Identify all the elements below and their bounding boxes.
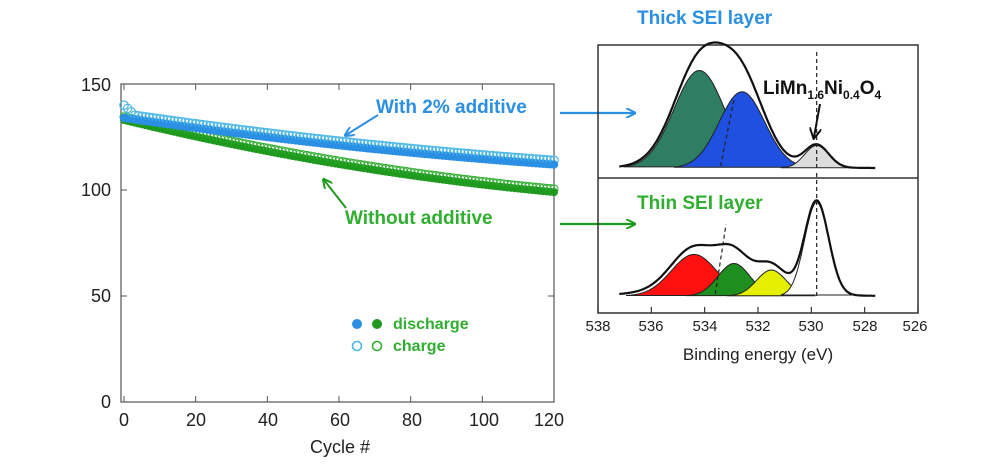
xps-x-axis-label: Binding energy (eV) [683,345,833,364]
legend-discharge-blue-marker [352,319,362,329]
thin-sei-title: Thin SEI layer [637,193,763,214]
y-tick-label: 100 [81,180,111,200]
legend-charge-blue-marker [351,340,363,352]
xps-guide-line [720,99,735,167]
compound-label: LiMn1.6Ni0.4O4 [763,78,881,102]
discharge-point-with [549,160,559,169]
cycling-plot: 0 50 100 150 0 20 40 60 80 100 120 Cycle… [81,75,564,457]
charge-point-with [122,103,133,114]
xps-x-tick-label: 530 [798,318,823,335]
with-additive-label: With 2% additive [376,97,527,118]
xps-bottom-spectrum [619,172,876,297]
x-tick-label: 20 [186,410,206,430]
cycling-data-points [119,100,559,197]
xps-x-tick-label: 536 [638,318,663,335]
cycling-ticks [121,83,555,403]
legend-charge-green-marker [371,340,383,352]
x-tick-label: 60 [330,410,350,430]
xps-x-tick-label: 528 [852,318,877,335]
legend-discharge-green-marker [372,319,382,329]
without-additive-arrow [324,180,347,209]
y-tick-label: 50 [91,286,111,306]
xps-x-tick-label: 532 [745,318,770,335]
thick-sei-title: Thick SEI layer [637,8,773,29]
xps-ticks [597,307,919,313]
xps-peak-2 [673,91,811,168]
x-tick-label: 80 [402,410,422,430]
xps-panel: Thick SEI layer Thin SEI layer LiMn1.6Ni… [585,8,927,364]
cycling-plot-frame [120,83,555,403]
y-tick-label: 150 [81,75,111,95]
x-tick-label: 0 [119,410,129,430]
x-tick-label: 120 [534,410,564,430]
xps-envelope [619,199,876,297]
legend-discharge-label: discharge [393,316,469,333]
xps-x-tick-label: 534 [692,318,717,335]
legend-charge-label: charge [393,338,446,355]
y-tick-label: 0 [101,392,111,412]
xps-top-spectrum [619,41,876,170]
x-tick-label: 40 [258,410,278,430]
without-additive-label: Without additive [345,208,493,229]
discharge-point-without [550,188,558,197]
xps-x-tick-label: 538 [585,318,610,335]
with-additive-arrow [346,114,379,135]
compound-arrow [814,103,820,137]
x-axis-label: Cycle # [310,437,370,457]
xps-x-tick-label: 526 [902,318,927,335]
xps-envelope [619,41,876,170]
legend: discharge charge [351,316,469,355]
x-tick-label: 100 [469,410,499,430]
xps-guide-line [714,224,727,295]
